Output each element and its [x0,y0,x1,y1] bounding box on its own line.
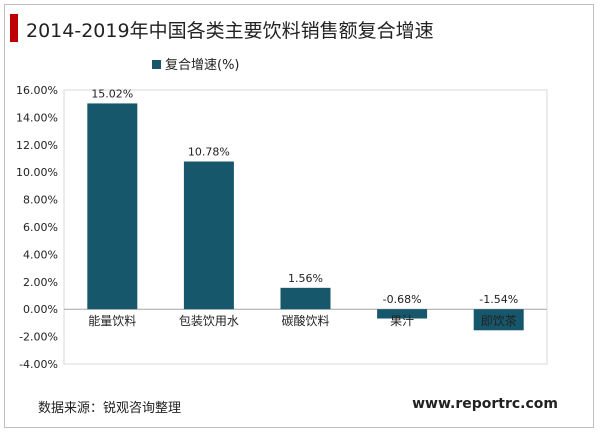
bar-1 [87,103,138,310]
legend-swatch [152,60,161,69]
data-label: -0.68% [383,293,422,306]
y-tick-label: 8.00% [23,194,58,207]
title-accent-bar [10,14,18,42]
y-tick-label: -2.00% [19,331,58,344]
y-tick-label: 10.00% [16,166,58,179]
y-tick-label: 12.00% [16,139,58,152]
data-label: 15.02% [91,87,133,100]
data-label: -1.54% [479,293,518,306]
category-label: 能量饮料 [88,314,136,328]
category-label: 果汁 [390,314,414,328]
category-label: 碳酸饮料 [281,313,329,328]
y-tick-label: 6.00% [23,221,58,234]
data-label: 1.56% [288,272,323,285]
data-label: 10.78% [188,146,230,159]
y-tick-label: 2.00% [23,276,58,289]
y-tick-label: 4.00% [23,248,58,261]
y-tick-label: 16.00% [16,84,58,97]
bar-4 [377,309,428,319]
y-tick-label: -4.00% [19,358,58,371]
category-label: 即饮茶 [481,313,517,328]
chart-title: 2014-2019年中国各类主要饮料销售额复合增速 [26,20,434,42]
y-tick-label: 14.00% [16,111,58,124]
y-tick-label: 0.00% [23,303,58,316]
legend-label: 复合增速(%) [165,58,240,73]
bar-3 [280,287,331,310]
website-label: www.reportrc.com [412,396,558,412]
source-note: 数据来源：锐观咨询整理 [38,401,182,416]
category-label: 包装饮用水 [179,314,239,328]
bar-2 [183,161,234,310]
plot-area [63,89,548,365]
bar-5 [473,309,524,331]
